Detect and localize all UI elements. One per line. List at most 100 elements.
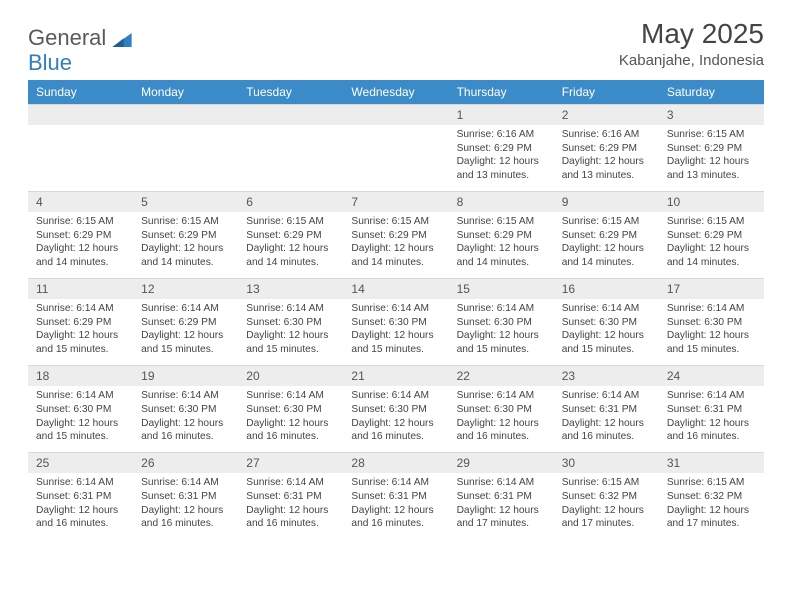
sunset-line: Sunset: 6:30 PM [457, 403, 546, 417]
sunset-line: Sunset: 6:32 PM [667, 490, 756, 504]
day-info-cell: Sunrise: 6:15 AMSunset: 6:32 PMDaylight:… [659, 473, 764, 539]
sunset-line: Sunset: 6:30 PM [667, 316, 756, 330]
day-number-cell: 23 [554, 365, 659, 386]
daylight-line: Daylight: 12 hours and 17 minutes. [667, 504, 756, 532]
day-number-cell: 2 [554, 104, 659, 125]
day-info-cell: Sunrise: 6:14 AMSunset: 6:31 PMDaylight:… [659, 386, 764, 452]
daylight-line: Daylight: 12 hours and 16 minutes. [457, 417, 546, 445]
day-info-cell: Sunrise: 6:14 AMSunset: 6:30 PMDaylight:… [554, 299, 659, 365]
daylight-line: Daylight: 12 hours and 17 minutes. [562, 504, 651, 532]
day-number-cell: 30 [554, 452, 659, 473]
day-number-cell [343, 104, 448, 125]
sunrise-line: Sunrise: 6:15 AM [667, 476, 756, 490]
sunrise-line: Sunrise: 6:14 AM [141, 389, 230, 403]
day-info-cell: Sunrise: 6:14 AMSunset: 6:29 PMDaylight:… [28, 299, 133, 365]
page-header: GeneralBlue May 2025 Kabanjahe, Indonesi… [28, 18, 764, 74]
sunrise-line: Sunrise: 6:15 AM [667, 128, 756, 142]
brand-logo: GeneralBlue [28, 18, 132, 74]
week-daynum-row: 18192021222324 [28, 365, 764, 386]
brand-part2: Blue [28, 50, 72, 75]
day-info-cell: Sunrise: 6:14 AMSunset: 6:30 PMDaylight:… [238, 386, 343, 452]
daylight-line: Daylight: 12 hours and 15 minutes. [246, 329, 335, 357]
week-daynum-row: 45678910 [28, 191, 764, 212]
sunrise-line: Sunrise: 6:14 AM [667, 302, 756, 316]
brand-part1: General [28, 25, 106, 50]
day-number-cell: 18 [28, 365, 133, 386]
sunrise-line: Sunrise: 6:14 AM [667, 389, 756, 403]
day-info-cell: Sunrise: 6:16 AMSunset: 6:29 PMDaylight:… [449, 125, 554, 191]
day-info-cell: Sunrise: 6:15 AMSunset: 6:32 PMDaylight:… [554, 473, 659, 539]
daylight-line: Daylight: 12 hours and 14 minutes. [667, 242, 756, 270]
day-number-cell [133, 104, 238, 125]
day-number-cell: 20 [238, 365, 343, 386]
sunset-line: Sunset: 6:29 PM [36, 316, 125, 330]
location-label: Kabanjahe, Indonesia [619, 52, 764, 69]
sunset-line: Sunset: 6:30 PM [351, 403, 440, 417]
day-number-cell: 24 [659, 365, 764, 386]
day-info-cell [343, 125, 448, 191]
sunset-line: Sunset: 6:31 PM [246, 490, 335, 504]
daylight-line: Daylight: 12 hours and 15 minutes. [562, 329, 651, 357]
sunset-line: Sunset: 6:29 PM [141, 316, 230, 330]
day-info-cell: Sunrise: 6:14 AMSunset: 6:30 PMDaylight:… [343, 299, 448, 365]
sunrise-line: Sunrise: 6:15 AM [562, 215, 651, 229]
sunrise-line: Sunrise: 6:14 AM [36, 302, 125, 316]
week-daynum-row: 123 [28, 104, 764, 125]
day-number-cell: 15 [449, 278, 554, 299]
daylight-line: Daylight: 12 hours and 14 minutes. [246, 242, 335, 270]
daylight-line: Daylight: 12 hours and 14 minutes. [36, 242, 125, 270]
sunset-line: Sunset: 6:29 PM [667, 229, 756, 243]
dow-thursday: Thursday [449, 80, 554, 104]
sunrise-line: Sunrise: 6:14 AM [246, 476, 335, 490]
daylight-line: Daylight: 12 hours and 14 minutes. [562, 242, 651, 270]
daylight-line: Daylight: 12 hours and 15 minutes. [36, 329, 125, 357]
week-info-row: Sunrise: 6:15 AMSunset: 6:29 PMDaylight:… [28, 212, 764, 278]
daylight-line: Daylight: 12 hours and 13 minutes. [667, 155, 756, 183]
day-info-cell: Sunrise: 6:14 AMSunset: 6:31 PMDaylight:… [343, 473, 448, 539]
week-info-row: Sunrise: 6:14 AMSunset: 6:29 PMDaylight:… [28, 299, 764, 365]
day-info-cell: Sunrise: 6:14 AMSunset: 6:31 PMDaylight:… [28, 473, 133, 539]
day-number-cell: 12 [133, 278, 238, 299]
day-number-cell: 21 [343, 365, 448, 386]
daylight-line: Daylight: 12 hours and 17 minutes. [457, 504, 546, 532]
day-number-cell: 17 [659, 278, 764, 299]
sunset-line: Sunset: 6:30 PM [141, 403, 230, 417]
sunrise-line: Sunrise: 6:14 AM [246, 389, 335, 403]
daylight-line: Daylight: 12 hours and 15 minutes. [351, 329, 440, 357]
day-info-cell: Sunrise: 6:15 AMSunset: 6:29 PMDaylight:… [659, 125, 764, 191]
day-info-cell: Sunrise: 6:14 AMSunset: 6:31 PMDaylight:… [133, 473, 238, 539]
sunset-line: Sunset: 6:29 PM [667, 142, 756, 156]
week-info-row: Sunrise: 6:14 AMSunset: 6:31 PMDaylight:… [28, 473, 764, 539]
daylight-line: Daylight: 12 hours and 16 minutes. [351, 504, 440, 532]
sunset-line: Sunset: 6:31 PM [667, 403, 756, 417]
calendar-grid: SundayMondayTuesdayWednesdayThursdayFrid… [28, 80, 764, 539]
day-info-cell: Sunrise: 6:14 AMSunset: 6:30 PMDaylight:… [449, 386, 554, 452]
day-info-cell: Sunrise: 6:14 AMSunset: 6:30 PMDaylight:… [449, 299, 554, 365]
daylight-line: Daylight: 12 hours and 13 minutes. [457, 155, 546, 183]
sunrise-line: Sunrise: 6:15 AM [457, 215, 546, 229]
day-number-cell: 16 [554, 278, 659, 299]
sunrise-line: Sunrise: 6:14 AM [457, 389, 546, 403]
day-number-cell: 28 [343, 452, 448, 473]
sunrise-line: Sunrise: 6:14 AM [457, 302, 546, 316]
day-info-cell: Sunrise: 6:14 AMSunset: 6:30 PMDaylight:… [238, 299, 343, 365]
day-of-week-header: SundayMondayTuesdayWednesdayThursdayFrid… [28, 80, 764, 104]
dow-sunday: Sunday [28, 80, 133, 104]
sunset-line: Sunset: 6:29 PM [562, 229, 651, 243]
sunset-line: Sunset: 6:29 PM [351, 229, 440, 243]
day-info-cell: Sunrise: 6:15 AMSunset: 6:29 PMDaylight:… [554, 212, 659, 278]
sunset-line: Sunset: 6:29 PM [562, 142, 651, 156]
day-info-cell: Sunrise: 6:14 AMSunset: 6:31 PMDaylight:… [449, 473, 554, 539]
day-number-cell: 13 [238, 278, 343, 299]
sunrise-line: Sunrise: 6:14 AM [141, 476, 230, 490]
daylight-line: Daylight: 12 hours and 16 minutes. [36, 504, 125, 532]
sunrise-line: Sunrise: 6:15 AM [246, 215, 335, 229]
day-number-cell: 29 [449, 452, 554, 473]
day-number-cell: 1 [449, 104, 554, 125]
daylight-line: Daylight: 12 hours and 14 minutes. [351, 242, 440, 270]
sunset-line: Sunset: 6:31 PM [562, 403, 651, 417]
day-info-cell: Sunrise: 6:14 AMSunset: 6:30 PMDaylight:… [133, 386, 238, 452]
sunset-line: Sunset: 6:29 PM [457, 229, 546, 243]
calendar-page: GeneralBlue May 2025 Kabanjahe, Indonesi… [0, 0, 792, 549]
sunrise-line: Sunrise: 6:14 AM [141, 302, 230, 316]
